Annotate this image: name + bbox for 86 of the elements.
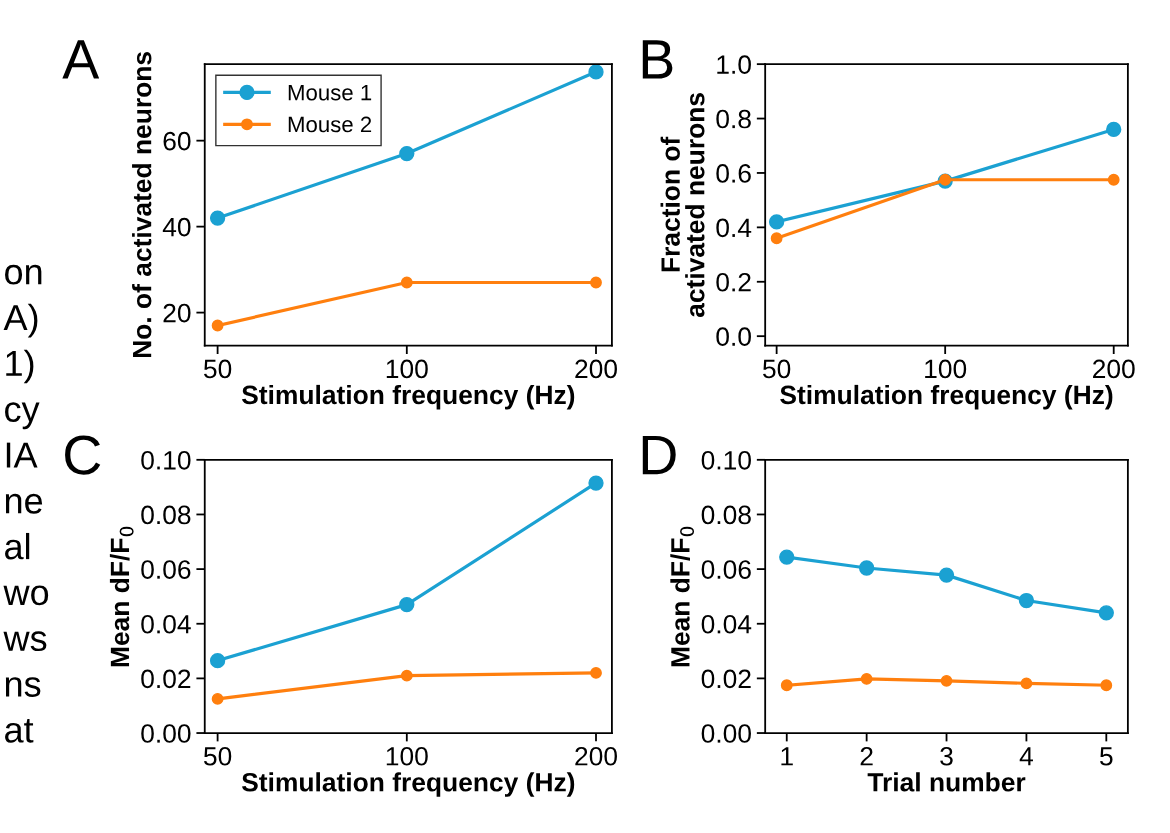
point: [590, 276, 602, 289]
y-tick-label: 0.6: [716, 164, 751, 183]
x-axis-title: Stimulation frequency (Hz): [241, 384, 575, 410]
point: [770, 232, 783, 245]
text: on: [5, 264, 42, 285]
point: [1107, 173, 1120, 186]
point: [400, 669, 413, 682]
x-tick-label: 100: [386, 746, 428, 766]
point: [768, 214, 785, 230]
chart-title: C: [65, 435, 101, 475]
point: [211, 692, 224, 705]
y-tick-label: 0.00: [701, 724, 751, 743]
text: 1): [6, 349, 34, 384]
point: [1020, 677, 1033, 690]
text: A): [3, 303, 38, 338]
y-tick-label: 20: [163, 303, 191, 323]
y-tick-label: 0.06: [701, 560, 751, 579]
y-tick-label: 0.04: [141, 614, 191, 634]
chart-title: D: [642, 435, 676, 475]
y-tick-label: 0.02: [141, 669, 191, 689]
y-tick-label: 0.4: [716, 218, 752, 238]
x-tick-label: 5: [1100, 747, 1113, 766]
legend-label: Mouse 1: [288, 84, 372, 101]
text: ws: [3, 631, 47, 652]
x-tick-label: 2: [860, 746, 873, 766]
y-axis-title: Mean dF/F$_{0}$: [670, 526, 695, 667]
text: wo: [3, 585, 49, 606]
point: [859, 560, 875, 576]
x-tick-label: 100: [925, 359, 967, 379]
point: [938, 567, 955, 583]
x-tick-label: 200: [1093, 359, 1135, 379]
y-tick-label: 0.0: [716, 327, 751, 346]
y-tick-label: 40: [162, 217, 191, 237]
y-tick-label: 0.10: [701, 450, 751, 470]
x-tick-label: 3: [940, 746, 953, 766]
point: [590, 667, 602, 679]
point: [399, 596, 415, 613]
y-tick-label: 0.06: [141, 560, 191, 579]
point: [399, 145, 415, 162]
chart-title: A: [62, 40, 100, 79]
x-tick-label: 4: [1019, 747, 1033, 766]
y-tick-label: 0.08: [141, 505, 191, 525]
legend-label: Mouse 2: [288, 116, 372, 133]
x-tick-label: 100: [386, 359, 428, 379]
y-axis-title: No. of activated neurons: [132, 52, 152, 358]
point: [211, 319, 224, 332]
y-tick-label: 0.2: [716, 272, 751, 292]
y-tick-label: 0.02: [701, 669, 751, 689]
y-tick-label: 0.10: [141, 450, 191, 470]
x-tick-label: 50: [203, 359, 232, 379]
point: [400, 276, 413, 289]
text: at: [5, 719, 34, 743]
y-tick-label: 0.8: [716, 109, 751, 129]
text: cy: [5, 402, 40, 430]
text: IA: [6, 442, 38, 468]
y-tick-label: 0.08: [701, 505, 751, 525]
x-tick-label: 1: [781, 747, 793, 766]
y-axis-title: Fraction of activated neurons: [660, 93, 705, 318]
point: [1018, 592, 1035, 609]
text: ns: [5, 677, 41, 697]
point: [780, 679, 793, 692]
y-tick-label: 60: [163, 131, 191, 151]
x-axis-title: Stimulation frequency (Hz): [241, 772, 575, 797]
x-axis-title: Trial number: [867, 772, 1026, 792]
x-tick-label: 50: [203, 746, 232, 766]
point: [1098, 605, 1114, 621]
point: [779, 549, 795, 565]
point: [209, 210, 226, 226]
y-tick-label: 0.04: [701, 614, 752, 634]
point: [940, 674, 953, 687]
point: [1100, 679, 1113, 692]
point: [588, 64, 604, 80]
x-tick-label: 200: [575, 359, 617, 379]
text: ne: [5, 493, 43, 514]
y-tick-label: 1.0: [717, 55, 751, 74]
point: [1106, 121, 1122, 138]
x-axis-title: Stimulation frequency (Hz): [780, 384, 1113, 410]
y-axis-title: Mean dF/F$_{0}$: [109, 526, 134, 667]
x-tick-label: 50: [763, 359, 791, 379]
x-tick-label: 200: [575, 746, 617, 766]
point: [209, 652, 226, 669]
chart-title: B: [642, 40, 673, 79]
point: [588, 475, 604, 491]
text: al: [5, 532, 30, 560]
y-tick-label: 0.00: [141, 724, 191, 743]
point: [860, 673, 873, 685]
